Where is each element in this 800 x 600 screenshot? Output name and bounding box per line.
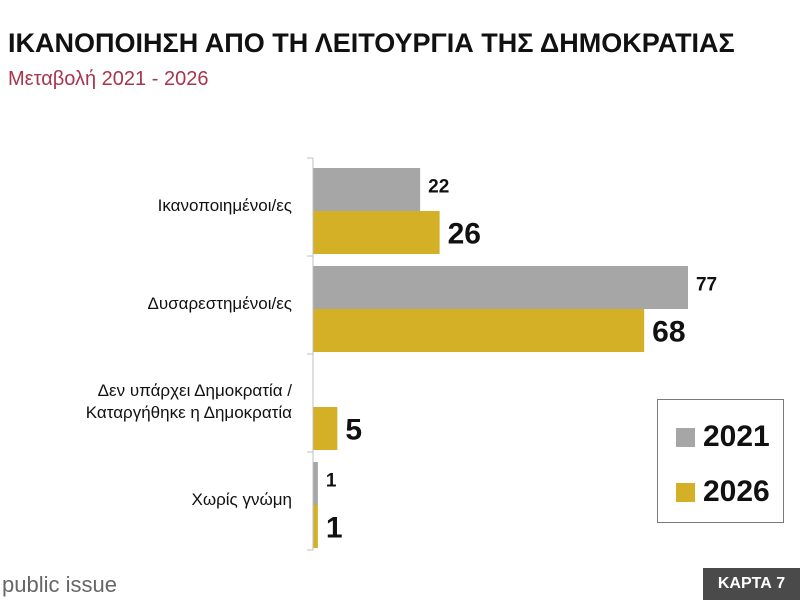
bar-2026 [313, 505, 318, 548]
data-label-2021: 1 [326, 471, 337, 492]
legend-swatch-2026 [676, 482, 695, 502]
category-label: Δυσαρεστημένοι/ες [148, 294, 292, 313]
bar-2026 [313, 309, 645, 352]
category-label: Ικανοποιημένοι/ες [158, 196, 292, 215]
legend-label-2026: 2026 [703, 475, 770, 508]
data-label-2021: 22 [428, 177, 449, 198]
legend: 2021 2026 [657, 399, 784, 523]
data-label-2026: 5 [345, 414, 362, 447]
legend-item-2026: 2026 [676, 475, 770, 509]
legend-swatch-2021 [676, 427, 695, 447]
chart-subtitle: Μεταβολή 2021 - 2026 [8, 68, 209, 90]
legend-label-2021: 2021 [703, 420, 770, 453]
data-label-2021: 77 [696, 275, 717, 296]
category-label: Δεν υπάρχει Δημοκρατία / [98, 381, 293, 400]
bar-2026 [313, 407, 338, 450]
bar-2021 [313, 266, 688, 309]
chart-title: ΙΚΑΝΟΠΟΙΗΣΗ ΑΠΟ ΤΗ ΛΕΙΤΟΥΡΓΙΑ ΤΗΣ ΔΗΜΟΚΡ… [8, 28, 735, 58]
category-label: Καταργήθηκε η Δημοκρατία [86, 403, 292, 422]
card-number-badge: ΚΑΡΤΑ 7 [703, 568, 800, 600]
bar-2021 [313, 168, 421, 211]
bar-2026 [313, 211, 440, 254]
data-label-2026: 68 [652, 316, 685, 349]
category-label: Χωρίς γνώμη [192, 490, 293, 509]
bar-2021 [313, 462, 318, 505]
brand-logo-text: public issue [2, 572, 117, 597]
data-label-2026: 1 [326, 512, 343, 545]
legend-item-2021: 2021 [676, 420, 770, 454]
data-label-2026: 26 [448, 218, 481, 251]
